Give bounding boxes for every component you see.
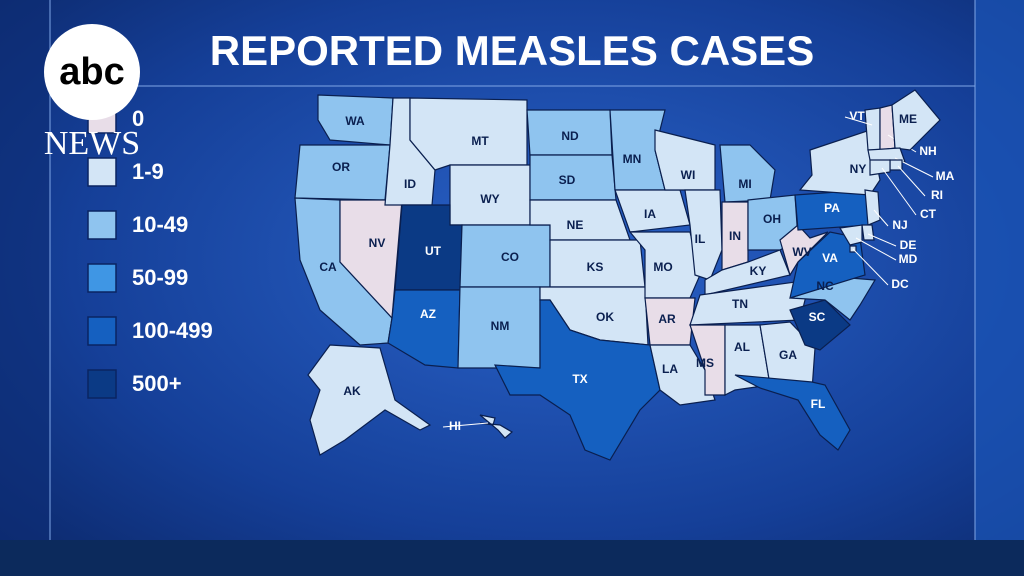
legend-label: 50-99	[132, 265, 188, 290]
state-label: MS	[696, 356, 714, 370]
state-shape	[869, 159, 891, 176]
state-shape	[861, 224, 875, 241]
right-band	[975, 0, 1024, 540]
state-label: WV	[792, 245, 811, 259]
state-label: MI	[738, 177, 751, 191]
state-label: HI	[449, 419, 461, 433]
state-label: VA	[822, 251, 838, 265]
logo-circle	[44, 24, 140, 120]
state-shape	[864, 189, 881, 226]
state-label: NE	[567, 218, 584, 232]
state-label: UT	[425, 244, 442, 258]
state-shape	[759, 321, 816, 391]
legend-swatch	[87, 263, 117, 293]
state-label: WA	[345, 114, 365, 128]
state-label: NJ	[892, 218, 907, 232]
leader-line	[855, 237, 897, 261]
state-label: NV	[369, 236, 386, 250]
state-shape	[317, 94, 394, 146]
state-label: WI	[681, 168, 696, 182]
title: REPORTED MEASLES CASES	[210, 27, 814, 74]
logo-brand: NEWS	[44, 125, 140, 162]
legend-swatch	[87, 210, 117, 240]
state-label: MA	[936, 169, 955, 183]
state-label: IL	[695, 232, 706, 246]
state-label: FL	[811, 397, 826, 411]
state-label: AR	[658, 312, 676, 326]
left-band	[0, 0, 50, 540]
state-shape	[789, 231, 866, 299]
legend-swatch	[87, 157, 117, 187]
state-label: IA	[644, 207, 656, 221]
legend-label: 10-49	[132, 212, 188, 237]
state-label: CT	[920, 207, 937, 221]
state-label: OH	[763, 212, 781, 226]
state-shape	[719, 144, 776, 203]
state-shape	[493, 299, 661, 461]
state-shape	[839, 224, 863, 246]
state-label: DC	[891, 277, 909, 291]
state-label: NY	[850, 162, 867, 176]
state-label: ID	[404, 177, 416, 191]
state-shape	[789, 299, 851, 351]
state-label: CO	[501, 250, 519, 264]
state-shape	[409, 97, 528, 171]
state-shape	[734, 374, 851, 451]
state-label: AL	[734, 340, 750, 354]
state-shape	[864, 107, 881, 151]
state-shape	[307, 344, 432, 456]
state-label: MO	[653, 260, 672, 274]
leader-line	[852, 248, 889, 286]
legend-label: 500+	[132, 371, 182, 396]
state-label: OK	[596, 310, 614, 324]
state-label: TN	[732, 297, 748, 311]
state-label: TX	[572, 372, 587, 386]
legend-label: 0	[132, 106, 144, 131]
state-label: NM	[491, 319, 510, 333]
state-label: ND	[561, 129, 579, 143]
state-shape	[689, 324, 726, 396]
state-label: KY	[750, 264, 767, 278]
legend-swatch	[87, 316, 117, 346]
leader-line	[873, 209, 889, 227]
leader-line	[844, 116, 873, 126]
leader-line	[881, 167, 917, 216]
leader-line	[897, 165, 926, 197]
state-label: MN	[623, 152, 642, 166]
state-label: RI	[931, 188, 943, 202]
state-label: KS	[587, 260, 604, 274]
state-shape	[649, 344, 716, 406]
state-label: SC	[809, 310, 826, 324]
map: WA OR CA NV ID MT WY UT AZ CO NM ND SD NE KS OK TX MN IA MO…	[294, 89, 955, 461]
bottom-bar	[0, 540, 1024, 576]
state-label: OR	[332, 160, 350, 174]
state-shape	[479, 414, 514, 439]
state-label: SD	[559, 173, 576, 187]
state-label: CA	[319, 260, 337, 274]
state-label: PA	[824, 201, 840, 215]
legend-swatch	[87, 369, 117, 399]
state-label: WY	[480, 192, 499, 206]
legend-label: 1-9	[132, 159, 164, 184]
state-label: MD	[899, 252, 918, 266]
state-label: MT	[471, 134, 489, 148]
state-shape	[891, 89, 941, 151]
state-label: GA	[779, 348, 797, 362]
leader-line	[867, 233, 897, 247]
state-label: VT	[849, 109, 865, 123]
state-label: AZ	[420, 307, 436, 321]
state-label: IN	[729, 229, 741, 243]
state-label: DE	[900, 238, 917, 252]
logo-mark: abc	[59, 51, 124, 93]
state-label: ME	[899, 112, 917, 126]
leader-line	[442, 422, 489, 428]
legend: 0 1-9 10-49 50-99 100-499 500+	[87, 104, 213, 399]
state-label: LA	[662, 362, 678, 376]
state-label: NH	[919, 144, 936, 158]
state-label: NC	[816, 279, 834, 293]
legend-label: 100-499	[132, 318, 213, 343]
state-label: AK	[343, 384, 361, 398]
